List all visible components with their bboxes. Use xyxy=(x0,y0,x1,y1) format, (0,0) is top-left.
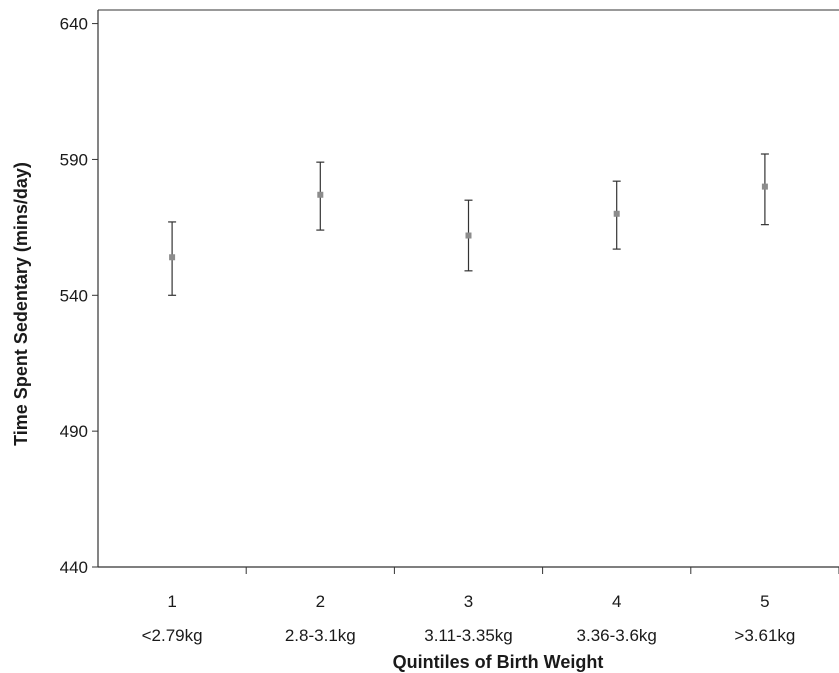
y-tick-label: 640 xyxy=(60,15,88,34)
x-tick-sublabel: 2.8-3.1kg xyxy=(285,626,356,645)
x-tick-sublabel: >3.61kg xyxy=(734,626,795,645)
y-axis-title: Time Spent Sedentary (mins/day) xyxy=(11,162,31,446)
data-point xyxy=(613,210,620,217)
y-tick-label: 540 xyxy=(60,286,88,305)
data-point xyxy=(317,191,324,198)
x-tick-sublabel: <2.79kg xyxy=(142,626,203,645)
data-point xyxy=(465,232,472,239)
x-tick-sublabel: 3.11-3.35kg xyxy=(424,626,513,645)
x-tick-label: 2 xyxy=(316,592,325,611)
plot-area: 440 490 540 590 640 1 <2.79kg 2 2.8-3.1kg 3 3.11-3… xyxy=(60,9,839,645)
x-tick-label: 3 xyxy=(464,592,473,611)
y-tick-label: 590 xyxy=(60,150,88,169)
x-tick-label: 4 xyxy=(612,592,621,611)
data-point xyxy=(761,183,768,190)
x-tick-label: 5 xyxy=(760,592,769,611)
x-axis-title: Quintiles of Birth Weight xyxy=(393,652,604,672)
y-tick-label: 440 xyxy=(60,558,88,577)
data-point xyxy=(169,254,176,261)
x-tick-sublabel: 3.36-3.6kg xyxy=(577,626,657,645)
y-tick-label: 490 xyxy=(60,422,88,441)
x-tick-label: 1 xyxy=(167,592,176,611)
